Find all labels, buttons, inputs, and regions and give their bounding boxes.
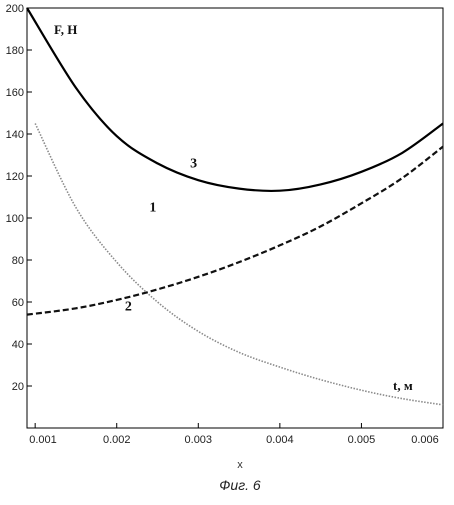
series-line-3 [27,8,443,191]
series-group [27,8,443,405]
x-axis-name: x [237,459,243,471]
y-tick-label: 140 [6,129,24,141]
x-tick-label: 0.004 [266,434,294,446]
curve-label-2: 2 [125,299,132,314]
x-tick-label: 0.006 [411,434,439,446]
y-tick-label: 60 [12,297,24,309]
y-tick-label: 200 [6,3,24,15]
y-tick-label: 40 [12,339,24,351]
y-axis-title: F, Н [54,22,77,37]
series-line-2 [27,147,443,315]
y-tick-label: 20 [12,381,24,393]
x-tick-label: 0.002 [103,434,131,446]
axis-ticks: 20 40 60 80 100 120 140 160 180 200 0.001 0.002 0.00… [6,3,443,446]
x-tick-label: 0.005 [348,434,376,446]
x-axis-title: t, м [393,378,413,393]
y-tick-label: 120 [6,171,24,183]
figure-caption: Фиг. 6 [219,477,261,493]
y-tick-label: 100 [6,213,24,225]
plot-area [27,8,443,428]
series-line-1 [35,124,443,405]
y-tick-label: 80 [12,255,24,267]
y-tick-label: 180 [6,45,24,57]
x-tick-label: 0.001 [29,434,57,446]
x-tick-label: 0.003 [185,434,213,446]
curve-label-3: 3 [190,157,197,172]
y-tick-label: 160 [6,87,24,99]
curve-labels: 1 2 3 [125,157,197,315]
curve-label-1: 1 [149,201,156,216]
